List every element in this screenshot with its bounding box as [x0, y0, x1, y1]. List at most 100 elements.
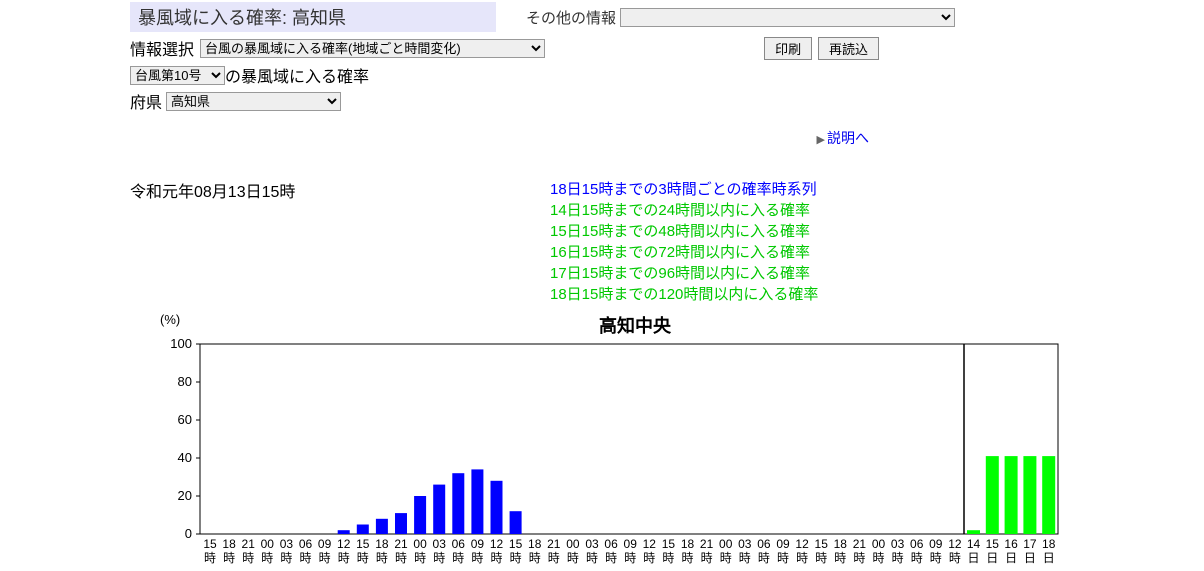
y-axis-unit: (%): [160, 312, 180, 327]
svg-text:40: 40: [178, 450, 192, 465]
svg-text:時: 時: [529, 551, 541, 565]
svg-text:時: 時: [834, 551, 846, 565]
svg-text:06: 06: [299, 537, 313, 551]
svg-text:時: 時: [357, 551, 369, 565]
legend-item-2: 14日15時までの24時間以内に入る確率: [550, 199, 818, 220]
svg-text:時: 時: [376, 551, 388, 565]
svg-text:時: 時: [548, 551, 560, 565]
svg-text:18: 18: [222, 537, 236, 551]
svg-text:12: 12: [795, 537, 809, 551]
svg-text:09: 09: [929, 537, 943, 551]
svg-text:18: 18: [681, 537, 695, 551]
svg-text:時: 時: [261, 551, 273, 565]
svg-text:12: 12: [643, 537, 657, 551]
svg-text:18: 18: [1042, 537, 1056, 551]
svg-text:18: 18: [834, 537, 848, 551]
svg-text:時: 時: [815, 551, 827, 565]
help-arrow-icon: ▶: [817, 134, 825, 146]
other-info-select[interactable]: [620, 8, 955, 27]
svg-text:時: 時: [796, 551, 808, 565]
print-button[interactable]: 印刷: [764, 37, 812, 60]
svg-text:時: 時: [471, 551, 483, 565]
svg-text:時: 時: [242, 551, 254, 565]
svg-text:日: 日: [1043, 551, 1055, 565]
probability-chart: 02040608010015時18時21時00時03時06時09時12時15時1…: [160, 338, 1080, 568]
svg-text:16: 16: [1004, 537, 1018, 551]
svg-text:18: 18: [528, 537, 542, 551]
svg-text:時: 時: [586, 551, 598, 565]
svg-text:時: 時: [701, 551, 713, 565]
other-info-label: その他の情報: [526, 7, 616, 28]
svg-text:時: 時: [681, 551, 693, 565]
legend-item-1: 18日15時までの3時間ごとの確率時系列: [550, 178, 818, 199]
page-title: 暴風域に入る確率: 高知県: [130, 2, 496, 32]
svg-text:21: 21: [547, 537, 561, 551]
svg-text:06: 06: [604, 537, 618, 551]
svg-text:06: 06: [452, 537, 466, 551]
info-type-select[interactable]: 台風の暴風域に入る確率(地域ごと時間変化): [200, 39, 545, 58]
svg-text:12: 12: [337, 537, 351, 551]
svg-text:00: 00: [872, 537, 886, 551]
svg-text:時: 時: [223, 551, 235, 565]
svg-text:09: 09: [471, 537, 485, 551]
svg-text:15: 15: [662, 537, 676, 551]
svg-text:12: 12: [490, 537, 504, 551]
svg-text:15: 15: [509, 537, 523, 551]
svg-text:17: 17: [1023, 537, 1037, 551]
svg-text:時: 時: [662, 551, 674, 565]
svg-text:03: 03: [433, 537, 447, 551]
svg-text:時: 時: [452, 551, 464, 565]
svg-text:60: 60: [178, 412, 192, 427]
svg-text:時: 時: [319, 551, 331, 565]
svg-text:時: 時: [758, 551, 770, 565]
svg-text:21: 21: [242, 537, 256, 551]
legend-item-6: 18日15時までの120時間以内に入る確率: [550, 283, 818, 304]
reload-button[interactable]: 再読込: [818, 37, 879, 60]
svg-text:20: 20: [178, 488, 192, 503]
svg-text:06: 06: [757, 537, 771, 551]
svg-text:00: 00: [261, 537, 275, 551]
svg-text:時: 時: [338, 551, 350, 565]
svg-text:15: 15: [815, 537, 829, 551]
legend: 18日15時までの3時間ごとの確率時系列 14日15時までの24時間以内に入る確…: [550, 178, 818, 304]
svg-text:09: 09: [624, 537, 638, 551]
info-select-label: 情報選択: [130, 36, 194, 60]
svg-text:03: 03: [585, 537, 599, 551]
svg-text:時: 時: [433, 551, 445, 565]
svg-text:03: 03: [891, 537, 905, 551]
legend-item-5: 17日15時までの96時間以内に入る確率: [550, 262, 818, 283]
svg-text:時: 時: [299, 551, 311, 565]
svg-text:18: 18: [375, 537, 389, 551]
svg-text:00: 00: [566, 537, 580, 551]
issue-datetime: 令和元年08月13日15時: [130, 178, 550, 304]
chart-title: 高知中央: [200, 312, 1070, 338]
svg-text:15: 15: [203, 537, 217, 551]
svg-text:100: 100: [170, 338, 192, 351]
svg-text:時: 時: [567, 551, 579, 565]
svg-text:時: 時: [853, 551, 865, 565]
svg-text:21: 21: [394, 537, 408, 551]
svg-text:時: 時: [624, 551, 636, 565]
svg-text:時: 時: [911, 551, 923, 565]
svg-text:時: 時: [777, 551, 789, 565]
svg-text:時: 時: [280, 551, 292, 565]
svg-text:00: 00: [413, 537, 427, 551]
svg-text:09: 09: [318, 537, 332, 551]
svg-text:14: 14: [967, 537, 981, 551]
help-link[interactable]: 説明へ: [827, 130, 869, 146]
svg-text:日: 日: [986, 551, 998, 565]
svg-text:時: 時: [930, 551, 942, 565]
svg-text:時: 時: [892, 551, 904, 565]
svg-text:日: 日: [967, 551, 979, 565]
svg-text:時: 時: [414, 551, 426, 565]
svg-text:06: 06: [910, 537, 924, 551]
typhoon-select[interactable]: 台風第10号: [130, 66, 225, 85]
svg-text:時: 時: [643, 551, 655, 565]
svg-text:時: 時: [605, 551, 617, 565]
svg-text:時: 時: [490, 551, 502, 565]
prefecture-select[interactable]: 高知県: [166, 92, 341, 111]
svg-text:時: 時: [720, 551, 732, 565]
svg-text:時: 時: [395, 551, 407, 565]
svg-text:80: 80: [178, 374, 192, 389]
svg-text:0: 0: [185, 526, 192, 541]
